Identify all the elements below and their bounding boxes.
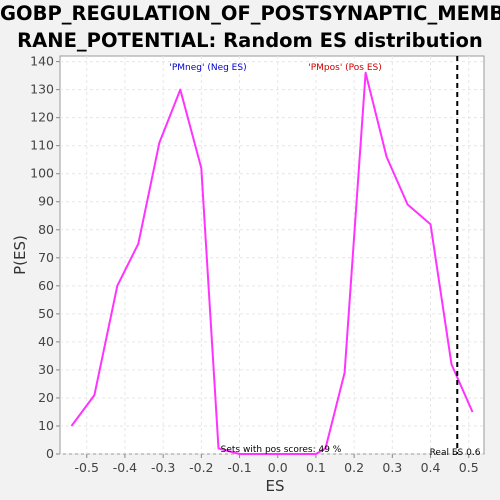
y-axis-title: P(ES) <box>11 235 29 275</box>
es-series-line <box>70 71 474 455</box>
x-tick-label: -0.3 <box>151 460 175 475</box>
neg-label: 'PMneg' (Neg ES) <box>169 63 246 73</box>
chart-title-line1: GOBP_REGULATION_OF_POSTSYNAPTIC_MEMB <box>0 2 500 25</box>
chart-title-line2: RANE_POTENTIAL: Random ES distribution <box>17 29 483 52</box>
y-tick-label: 100 <box>30 166 54 181</box>
y-tick-label: 70 <box>38 250 54 265</box>
plot-area <box>59 55 485 455</box>
x-tick-label: -0.4 <box>113 460 137 475</box>
x-tick-label: 0.1 <box>306 460 326 475</box>
series-layer <box>70 71 474 455</box>
pos-label: 'PMpos' (Pos ES) <box>308 63 382 73</box>
y-tick-label: 90 <box>38 194 54 209</box>
chart-title: GOBP_REGULATION_OF_POSTSYNAPTIC_MEMB RAN… <box>0 0 500 54</box>
x-tick-label: -0.1 <box>227 460 251 475</box>
x-tick-label: 0.2 <box>344 460 364 475</box>
annotations-layer: 'PMneg' (Neg ES) 'PMpos' (Pos ES) Sets w… <box>169 56 481 458</box>
x-tick-label: 0.3 <box>382 460 402 475</box>
x-axis-title: ES <box>266 477 285 495</box>
y-tick-label: 0 <box>46 446 54 461</box>
x-tick-label: 0.5 <box>459 460 479 475</box>
x-tick-label: -0.2 <box>189 460 213 475</box>
y-tick-label: 50 <box>38 306 54 321</box>
grid <box>60 56 484 455</box>
x-tick-label: 0.4 <box>421 460 441 475</box>
sets-with-pos-scores: Sets with pos scores: 49 % <box>221 445 342 455</box>
y-tick-label: 80 <box>38 222 54 237</box>
y-tick-label: 140 <box>30 54 54 69</box>
y-tick-label: 60 <box>38 278 54 293</box>
y-tick-label: 10 <box>38 418 54 433</box>
real-es-label: Real ES 0.6 <box>430 448 481 458</box>
y-tick-label: 20 <box>38 390 54 405</box>
y-tick-label: 110 <box>30 138 54 153</box>
x-tick-label: -0.5 <box>75 460 99 475</box>
y-tick-label: 130 <box>30 82 54 97</box>
y-tick-label: 40 <box>38 334 54 349</box>
axes: 0 10 20 30 40 50 60 70 80 90 100 110 120 130 140 -0.5 -0… <box>30 54 479 475</box>
y-tick-label: 120 <box>30 110 54 125</box>
y-tick-label: 30 <box>38 362 54 377</box>
x-tick-label: 0.0 <box>268 460 288 475</box>
